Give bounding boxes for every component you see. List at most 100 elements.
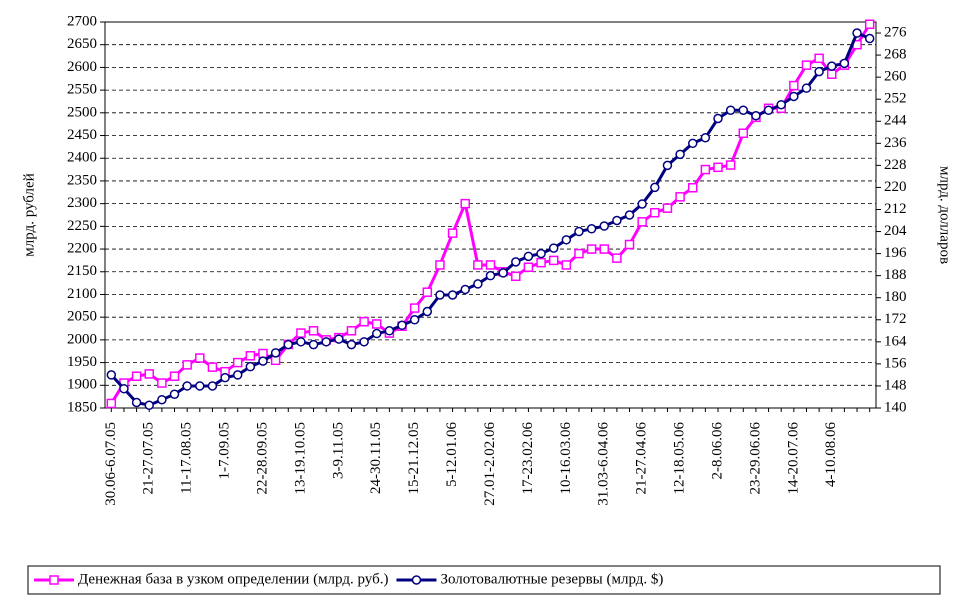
point-marker bbox=[485, 260, 496, 270]
point-marker bbox=[384, 326, 395, 336]
point-marker bbox=[561, 235, 572, 245]
x-tick-label: 4-10.08.06 bbox=[823, 422, 839, 487]
point-marker bbox=[637, 217, 647, 227]
y-tick-label: 2000 bbox=[67, 331, 97, 347]
y2-tick-label: 164 bbox=[884, 333, 907, 349]
point-marker bbox=[308, 326, 319, 336]
point-marker bbox=[409, 315, 420, 325]
point-marker bbox=[258, 348, 268, 359]
point-marker bbox=[220, 372, 230, 383]
x-tick-label: 1-7.09.05 bbox=[217, 422, 233, 480]
point-marker bbox=[182, 360, 192, 370]
point-marker bbox=[662, 203, 673, 213]
point-marker bbox=[599, 221, 610, 231]
point-marker bbox=[523, 251, 534, 262]
y-tick-label: 2700 bbox=[67, 13, 97, 29]
point-marker bbox=[422, 287, 433, 297]
point-marker bbox=[157, 394, 167, 405]
point-marker bbox=[195, 381, 205, 391]
y2-tick-label: 260 bbox=[884, 69, 907, 85]
point-marker bbox=[308, 339, 319, 350]
y-tick-label: 2500 bbox=[67, 104, 97, 120]
y2-tick-label: 276 bbox=[884, 24, 907, 40]
y2-tick-label: 156 bbox=[884, 355, 907, 371]
point-marker bbox=[106, 398, 117, 409]
point-marker bbox=[612, 253, 622, 263]
point-marker bbox=[789, 91, 799, 102]
point-marker bbox=[713, 162, 723, 173]
point-marker bbox=[675, 192, 685, 202]
point-marker bbox=[232, 370, 243, 380]
y2-tick-label: 252 bbox=[884, 91, 907, 107]
y2-tick-label: 236 bbox=[884, 135, 907, 151]
point-marker bbox=[283, 339, 294, 350]
x-tick-label: 17-23.02.06 bbox=[520, 422, 536, 495]
point-marker bbox=[548, 243, 559, 253]
y-tick-label: 1850 bbox=[67, 399, 97, 415]
point-marker bbox=[713, 113, 723, 124]
point-marker bbox=[258, 356, 268, 366]
point-marker bbox=[359, 316, 369, 327]
point-marker bbox=[435, 290, 445, 300]
point-marker bbox=[827, 69, 837, 79]
y2-tick-label: 180 bbox=[884, 289, 907, 305]
y-tick-label: 2300 bbox=[67, 195, 97, 211]
x-tick-label: 10-16.03.06 bbox=[558, 422, 574, 495]
point-marker bbox=[119, 383, 129, 394]
point-marker bbox=[511, 257, 521, 267]
point-marker bbox=[485, 270, 496, 281]
point-marker bbox=[801, 60, 812, 70]
point-marker bbox=[763, 105, 774, 115]
point-marker bbox=[195, 353, 205, 363]
point-marker bbox=[839, 58, 850, 69]
point-marker bbox=[662, 160, 673, 171]
point-marker bbox=[738, 105, 749, 115]
y2-tick-label: 268 bbox=[884, 47, 907, 63]
point-marker bbox=[864, 19, 875, 30]
point-marker bbox=[599, 244, 610, 254]
point-marker bbox=[157, 378, 167, 388]
y2-tick-label: 212 bbox=[884, 201, 907, 217]
point-marker bbox=[169, 371, 180, 381]
y2-axis-label: млрд. долларов bbox=[937, 166, 953, 264]
point-marker bbox=[523, 262, 534, 272]
point-marker bbox=[650, 207, 660, 218]
legend-marker bbox=[411, 575, 422, 585]
point-marker bbox=[422, 306, 433, 317]
point-marker bbox=[511, 271, 521, 282]
x-tick-label: 3-9.11.05 bbox=[330, 422, 346, 479]
point-marker bbox=[346, 326, 357, 336]
point-marker bbox=[801, 83, 812, 93]
point-marker bbox=[321, 337, 331, 347]
point-marker bbox=[169, 389, 180, 399]
y-tick-label: 2650 bbox=[67, 36, 97, 52]
y2-tick-label: 220 bbox=[884, 179, 907, 195]
legend-label: Золотовалютные резервы (млрд. $) bbox=[440, 571, 663, 587]
point-marker bbox=[574, 226, 584, 237]
point-marker bbox=[586, 244, 597, 254]
point-marker bbox=[460, 198, 470, 209]
y2-tick-label: 188 bbox=[884, 267, 907, 283]
x-tick-label: 22-28.09.05 bbox=[254, 422, 270, 495]
point-marker bbox=[637, 199, 647, 209]
point-marker bbox=[650, 182, 660, 193]
point-marker bbox=[548, 255, 559, 266]
x-tick-label: 21-27.07.05 bbox=[141, 422, 157, 495]
point-marker bbox=[144, 369, 154, 379]
point-marker bbox=[144, 400, 154, 410]
point-marker bbox=[814, 53, 824, 64]
point-marker bbox=[359, 337, 369, 347]
point-marker bbox=[296, 328, 306, 338]
y-tick-label: 2100 bbox=[67, 286, 97, 302]
point-marker bbox=[473, 260, 483, 270]
x-tick-label: 15-21.12.05 bbox=[406, 422, 422, 495]
y-tick-label: 2150 bbox=[67, 263, 97, 279]
point-marker bbox=[473, 279, 483, 289]
y-tick-label: 2450 bbox=[67, 127, 97, 143]
point-marker bbox=[574, 248, 584, 259]
point-marker bbox=[738, 128, 749, 139]
point-marker bbox=[852, 28, 862, 38]
y2-tick-label: 196 bbox=[884, 245, 907, 261]
point-marker bbox=[725, 105, 736, 115]
